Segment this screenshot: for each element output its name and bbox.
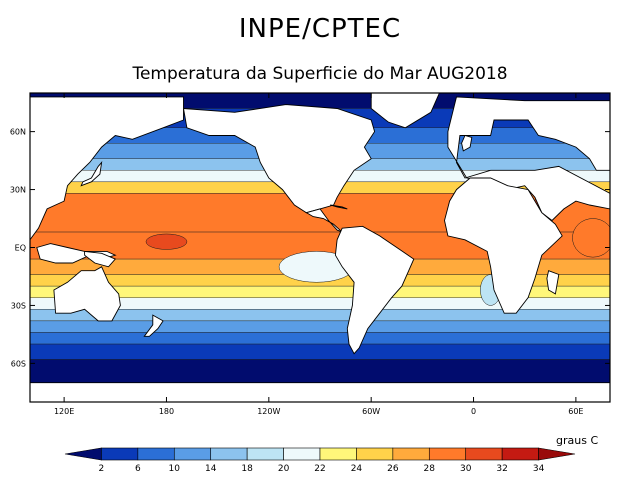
colorbar-segment-11 (465, 447, 503, 461)
lat-label-3: 30S (11, 301, 26, 310)
colorbar-level-3: 14 (205, 464, 217, 474)
lon-label-0: 120E (54, 407, 74, 416)
colorbar-level-6: 22 (314, 464, 325, 474)
land-south-america (334, 225, 415, 355)
lon-label-3: 60W (362, 407, 380, 416)
lat-label-4: 60S (11, 359, 26, 368)
land-north-america (182, 104, 376, 214)
land-indonesia (36, 243, 117, 264)
land-madagascar (546, 270, 560, 295)
colorbar-level-10: 30 (460, 464, 472, 474)
lon-label-5: 60E (568, 407, 583, 416)
colorbar-segment-3 (173, 447, 212, 461)
sst-indian-ocean-warm (572, 218, 610, 258)
lat-label-1: 30N (10, 186, 26, 195)
colorbar-segment-1 (101, 447, 139, 461)
land-australia (53, 266, 121, 322)
colorbar-segment-2 (137, 447, 175, 461)
colorbar-level-9: 28 (424, 464, 436, 474)
land-greenland (370, 93, 440, 129)
lon-label-4: 0 (471, 407, 476, 416)
land-new-zealand (143, 314, 164, 337)
lat-label-2: EQ (15, 244, 26, 253)
lon-label-2: 120W (257, 407, 280, 416)
colorbar-level-2: 10 (169, 464, 181, 474)
colorbar-level-4: 18 (241, 464, 253, 474)
colorbar-level-5: 20 (278, 464, 290, 474)
colorbar-segment-12 (501, 447, 539, 461)
colorbar-level-7: 24 (351, 464, 363, 474)
lon-label-1: 180 (159, 407, 174, 416)
colorbar-level-1: 6 (135, 464, 141, 474)
colorbar-level-12: 34 (533, 464, 545, 474)
land-antarctica (30, 382, 610, 402)
colorbar-level-11: 32 (496, 464, 507, 474)
sst-band-15 (30, 332, 610, 345)
colorbar-segment-7 (319, 447, 357, 461)
colorbar-segment-10 (428, 447, 467, 461)
sst-west-pacific-warm-pool (145, 233, 188, 250)
land-east-asia (30, 96, 184, 241)
lat-label-0: 60N (10, 128, 26, 137)
colorbar-segment-9 (392, 447, 430, 461)
land-uk (461, 134, 473, 152)
colorbar-segment-0 (64, 447, 102, 461)
land-africa (444, 177, 563, 314)
colorbar-level-8: 26 (387, 464, 399, 474)
colorbar-segment-6 (283, 447, 321, 461)
chart-title: INPE/CPTEC (238, 14, 402, 44)
colorbar-segment-4 (210, 447, 248, 461)
land-new-guinea (84, 250, 117, 268)
sst-band-14 (30, 320, 610, 333)
land-japan (80, 161, 103, 187)
colorbar-unit-label: graus C (556, 434, 598, 447)
colorbar-segment-8 (356, 447, 394, 461)
land-cuba (330, 204, 348, 210)
colorbar-level-0: 2 (99, 464, 105, 474)
chart-subtitle: Temperatura da Superficie do Mar AUG2018 (132, 64, 508, 84)
sst-band-16 (30, 343, 610, 360)
colorbar-segment-5 (246, 447, 284, 461)
colorbar-segment-13 (538, 447, 576, 461)
